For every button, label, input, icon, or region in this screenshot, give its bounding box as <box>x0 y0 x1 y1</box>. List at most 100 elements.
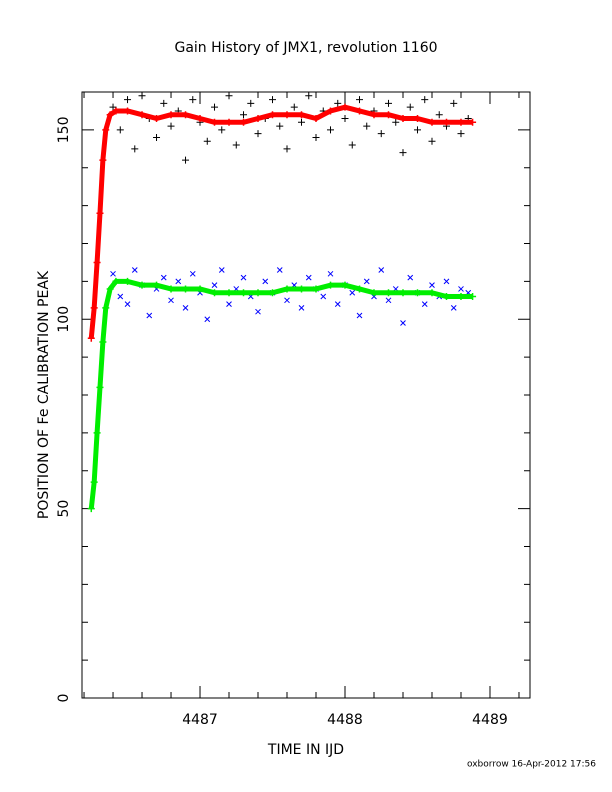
point <box>312 285 320 293</box>
point <box>182 285 190 293</box>
point <box>385 297 392 304</box>
point <box>469 118 477 126</box>
point <box>124 301 131 307</box>
point <box>211 118 219 126</box>
point <box>131 267 138 273</box>
point <box>312 133 320 141</box>
point <box>196 115 204 123</box>
point <box>377 130 385 138</box>
point <box>399 149 407 157</box>
point <box>413 115 421 123</box>
point <box>167 122 175 130</box>
point <box>428 118 436 126</box>
point <box>225 118 233 126</box>
point <box>428 289 436 297</box>
y-tick-label: 150 <box>56 117 72 144</box>
point <box>117 293 124 300</box>
point <box>106 111 114 119</box>
point <box>348 141 356 149</box>
point <box>421 96 429 104</box>
point <box>153 115 161 123</box>
point <box>363 122 371 130</box>
point <box>226 301 232 307</box>
point <box>93 429 101 437</box>
point <box>112 277 120 285</box>
point <box>99 156 107 164</box>
footer: oxborrow 16-Apr-2012 17:56 <box>467 760 596 770</box>
point <box>247 99 255 107</box>
point <box>378 267 385 273</box>
point <box>399 115 407 123</box>
point <box>283 111 291 119</box>
smoothed-line <box>88 278 473 509</box>
point <box>90 304 98 312</box>
point <box>283 145 291 153</box>
point <box>450 305 457 311</box>
point <box>298 118 306 126</box>
point <box>102 304 110 312</box>
point <box>211 103 219 111</box>
point <box>276 267 283 273</box>
point <box>413 126 421 134</box>
point <box>298 285 306 293</box>
x-tick-label: 4487 <box>182 712 218 728</box>
point <box>355 285 363 293</box>
point <box>327 270 334 277</box>
point <box>269 111 277 119</box>
point <box>90 478 98 486</box>
point <box>138 111 146 119</box>
chart-title: Gain History of JMX1, revolution 1160 <box>174 40 437 56</box>
point <box>182 111 190 119</box>
point <box>341 103 349 111</box>
point <box>334 301 341 307</box>
point <box>204 316 211 323</box>
y-axis-label: POSITION OF Fe CALIBRATION PEAK <box>36 270 52 519</box>
point <box>189 96 197 104</box>
point <box>109 103 117 111</box>
point <box>435 111 443 119</box>
point <box>458 286 464 292</box>
point <box>153 133 161 141</box>
point <box>442 118 450 126</box>
point <box>363 278 370 285</box>
point <box>305 92 313 100</box>
point <box>87 505 95 513</box>
point <box>138 281 146 289</box>
x-axis-label: TIME IN IJD <box>267 742 344 758</box>
point <box>146 312 153 319</box>
point <box>469 293 477 301</box>
point <box>225 289 233 297</box>
point <box>240 111 248 119</box>
point <box>254 115 262 123</box>
point <box>124 277 132 285</box>
point <box>189 270 196 277</box>
point <box>406 103 414 111</box>
point <box>203 137 211 145</box>
point <box>93 258 101 266</box>
point <box>138 92 146 100</box>
point <box>450 99 458 107</box>
point <box>384 99 392 107</box>
point <box>356 312 363 319</box>
point <box>276 122 284 130</box>
point <box>254 130 262 138</box>
point <box>240 289 248 297</box>
point <box>232 141 240 149</box>
point <box>168 297 174 304</box>
point <box>124 96 132 104</box>
y-tick-label: 0 <box>56 694 72 703</box>
point <box>298 111 306 119</box>
point <box>443 278 450 285</box>
point <box>218 126 226 134</box>
x-tick-label: 4488 <box>327 712 363 728</box>
point <box>355 96 363 104</box>
point <box>399 289 407 297</box>
point <box>255 308 261 315</box>
point <box>320 293 327 300</box>
point <box>421 301 428 307</box>
smoothed-line <box>88 104 473 339</box>
point <box>457 130 465 138</box>
point <box>349 289 356 296</box>
point <box>254 289 262 297</box>
